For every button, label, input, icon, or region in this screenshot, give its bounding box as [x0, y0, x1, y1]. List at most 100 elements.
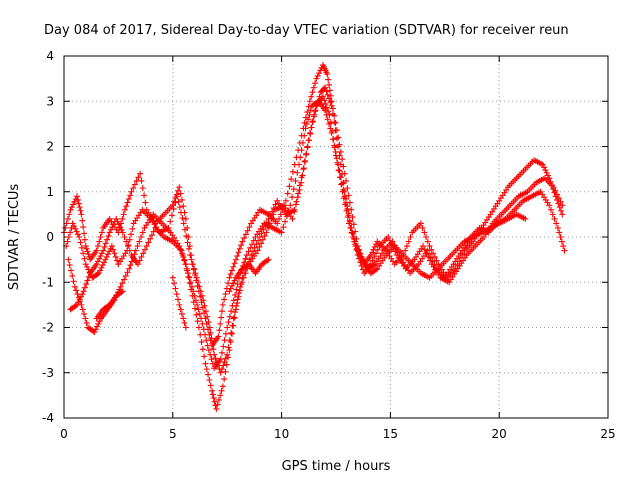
data-point — [205, 347, 212, 354]
data-point — [319, 93, 326, 100]
data-point — [333, 135, 340, 142]
data-point — [554, 191, 561, 198]
data-point — [191, 305, 198, 312]
data-point — [298, 179, 305, 186]
data-point — [178, 196, 185, 203]
data-point — [560, 243, 567, 250]
data-point — [105, 302, 112, 309]
data-point — [211, 398, 218, 405]
data-point — [126, 265, 133, 272]
data-point — [104, 236, 111, 243]
data-point — [203, 366, 210, 373]
data-point — [172, 199, 179, 206]
data-point — [317, 67, 324, 74]
data-point — [339, 156, 346, 163]
data-point — [96, 318, 103, 325]
data-point — [179, 252, 186, 259]
data-point — [98, 229, 105, 236]
data-point — [302, 125, 309, 132]
data-point — [93, 247, 100, 254]
data-point — [270, 205, 277, 212]
data-point — [359, 258, 366, 265]
data-point — [175, 198, 182, 205]
data-point — [301, 132, 308, 139]
data-point — [126, 247, 133, 254]
data-point — [557, 207, 564, 214]
data-point — [209, 340, 216, 347]
data-point — [226, 274, 233, 281]
data-point — [431, 262, 438, 269]
data-point — [75, 200, 82, 207]
data-point — [335, 143, 342, 150]
data-point — [260, 226, 267, 233]
data-point — [301, 158, 308, 165]
data-point — [300, 166, 307, 173]
data-point — [98, 264, 105, 271]
data-point — [81, 230, 88, 237]
data-point — [389, 238, 396, 245]
data-point — [68, 204, 75, 211]
y-axis-label: SDTVAR / TECUs — [7, 184, 22, 291]
data-point — [242, 255, 249, 262]
data-point — [227, 285, 234, 292]
data-point — [277, 211, 284, 218]
data-point — [428, 246, 435, 253]
data-point — [82, 243, 89, 250]
data-point — [306, 98, 313, 105]
data-point — [249, 241, 256, 248]
data-point — [405, 238, 412, 245]
data-point — [70, 278, 77, 285]
data-point — [217, 392, 224, 399]
data-point — [186, 243, 193, 250]
data-point — [182, 215, 189, 222]
data-point — [109, 224, 116, 231]
data-point — [145, 239, 152, 246]
data-point — [228, 329, 235, 336]
data-point — [310, 84, 317, 91]
data-point — [107, 245, 114, 252]
data-point — [335, 161, 342, 168]
data-point — [66, 262, 73, 269]
data-point — [73, 228, 80, 235]
data-point — [349, 229, 356, 236]
data-point — [94, 323, 101, 330]
data-point — [324, 116, 331, 123]
data-point — [79, 217, 86, 224]
data-point — [265, 215, 272, 222]
data-point — [124, 243, 131, 250]
data-point — [328, 102, 335, 109]
data-point — [265, 256, 272, 263]
data-point — [284, 190, 291, 197]
data-point — [373, 266, 380, 273]
data-point — [65, 256, 72, 263]
data-point — [171, 280, 178, 287]
data-point — [275, 215, 282, 222]
data-point — [424, 238, 431, 245]
data-point — [232, 306, 239, 313]
data-point — [234, 300, 241, 307]
data-point — [117, 224, 124, 231]
data-point — [546, 202, 553, 209]
data-point — [423, 234, 430, 240]
y-tick-label: 4 — [46, 49, 54, 63]
data-point — [261, 233, 268, 240]
data-point — [305, 103, 312, 110]
data-point — [114, 257, 121, 264]
data-point — [83, 245, 90, 252]
data-point — [94, 271, 101, 278]
data-point — [369, 249, 376, 256]
data-point — [65, 234, 72, 240]
data-point — [213, 405, 220, 412]
data-point — [208, 356, 215, 363]
data-point — [322, 84, 329, 91]
data-point — [225, 280, 232, 287]
data-point — [196, 283, 203, 290]
data-point — [110, 221, 117, 228]
data-point — [427, 254, 434, 261]
data-point — [308, 124, 315, 131]
data-point — [559, 202, 566, 209]
data-point — [202, 360, 209, 367]
data-point — [426, 243, 433, 250]
data-point — [243, 252, 250, 259]
data-point — [218, 308, 225, 315]
